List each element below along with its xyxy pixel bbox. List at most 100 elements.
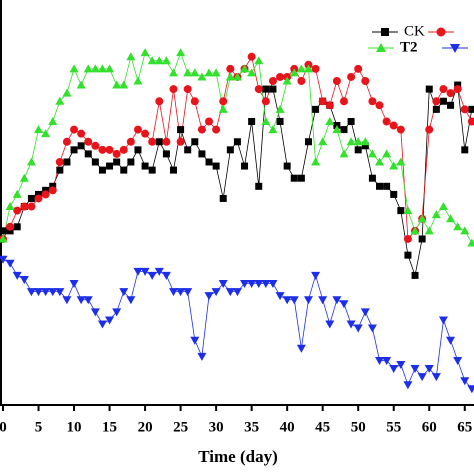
marker bbox=[425, 125, 434, 134]
marker bbox=[197, 125, 206, 134]
marker bbox=[240, 280, 250, 288]
marker bbox=[404, 251, 412, 259]
marker bbox=[438, 316, 448, 325]
marker bbox=[396, 361, 406, 369]
marker bbox=[368, 174, 376, 182]
x-tick-label: 10 bbox=[67, 419, 82, 435]
marker bbox=[90, 64, 100, 73]
marker bbox=[48, 117, 58, 125]
marker bbox=[248, 118, 256, 125]
marker bbox=[69, 280, 79, 288]
marker bbox=[168, 288, 178, 297]
marker bbox=[211, 68, 221, 77]
marker bbox=[91, 141, 100, 150]
marker bbox=[69, 64, 79, 73]
marker bbox=[197, 352, 207, 361]
marker bbox=[41, 129, 51, 138]
marker bbox=[190, 97, 199, 106]
marker bbox=[169, 166, 177, 174]
marker bbox=[297, 77, 306, 85]
x-tick-label: 40 bbox=[280, 419, 295, 435]
marker bbox=[432, 97, 441, 106]
marker bbox=[382, 356, 392, 365]
marker bbox=[311, 64, 320, 73]
marker bbox=[176, 48, 186, 57]
marker bbox=[26, 157, 36, 166]
marker bbox=[325, 320, 335, 329]
marker bbox=[282, 296, 292, 305]
marker bbox=[225, 72, 235, 81]
marker bbox=[177, 126, 185, 134]
series-line bbox=[3, 84, 473, 277]
marker bbox=[126, 137, 135, 146]
marker bbox=[389, 365, 399, 374]
marker bbox=[247, 280, 257, 288]
marker bbox=[226, 64, 235, 73]
marker bbox=[204, 68, 214, 77]
marker bbox=[375, 356, 385, 365]
marker bbox=[346, 320, 356, 329]
marker bbox=[154, 56, 164, 65]
marker bbox=[27, 194, 35, 202]
marker bbox=[232, 288, 242, 297]
marker bbox=[0, 255, 8, 264]
marker bbox=[112, 149, 121, 158]
marker bbox=[339, 149, 349, 158]
marker bbox=[12, 189, 22, 198]
marker bbox=[332, 296, 342, 305]
marker bbox=[241, 162, 249, 170]
marker bbox=[13, 223, 21, 231]
marker bbox=[191, 138, 199, 146]
marker bbox=[247, 52, 256, 61]
marker bbox=[134, 146, 142, 154]
marker bbox=[141, 162, 149, 170]
marker bbox=[120, 166, 128, 174]
marker bbox=[0, 234, 8, 243]
marker bbox=[282, 76, 292, 85]
marker bbox=[218, 104, 228, 113]
marker bbox=[354, 146, 362, 154]
legend-marker bbox=[376, 43, 386, 52]
marker bbox=[325, 101, 334, 110]
marker bbox=[119, 80, 129, 89]
marker bbox=[262, 85, 270, 93]
x-tick-label: 5 bbox=[35, 419, 43, 435]
marker bbox=[311, 157, 321, 166]
marker bbox=[105, 64, 115, 73]
marker bbox=[289, 296, 299, 305]
marker bbox=[403, 206, 413, 215]
marker bbox=[354, 64, 363, 73]
marker bbox=[176, 137, 185, 146]
marker bbox=[360, 137, 370, 146]
marker bbox=[26, 288, 36, 297]
marker bbox=[84, 137, 93, 146]
marker bbox=[155, 97, 164, 106]
marker bbox=[347, 118, 355, 125]
marker bbox=[55, 96, 65, 105]
marker bbox=[147, 56, 157, 65]
marker bbox=[312, 105, 320, 113]
marker bbox=[225, 288, 235, 297]
marker bbox=[147, 271, 157, 280]
marker bbox=[76, 296, 86, 305]
marker bbox=[268, 125, 278, 134]
marker bbox=[410, 226, 420, 235]
marker bbox=[83, 296, 93, 305]
marker bbox=[169, 85, 178, 94]
marker bbox=[0, 227, 7, 235]
marker bbox=[254, 85, 263, 94]
marker bbox=[84, 150, 92, 158]
marker bbox=[276, 72, 285, 81]
marker bbox=[5, 202, 15, 211]
marker bbox=[83, 64, 93, 73]
marker bbox=[361, 142, 369, 150]
marker bbox=[460, 105, 469, 114]
marker bbox=[269, 85, 277, 93]
marker bbox=[417, 373, 427, 382]
marker bbox=[204, 292, 214, 301]
marker bbox=[41, 190, 50, 199]
marker bbox=[97, 320, 107, 329]
marker bbox=[446, 214, 456, 223]
marker bbox=[48, 288, 58, 297]
